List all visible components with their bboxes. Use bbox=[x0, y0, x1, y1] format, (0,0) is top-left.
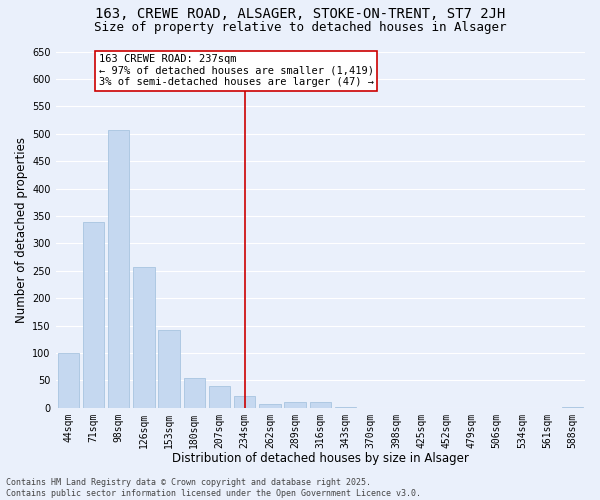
Bar bbox=[259, 404, 281, 407]
Bar bbox=[58, 353, 79, 408]
Bar bbox=[335, 406, 356, 408]
Text: Size of property relative to detached houses in Alsager: Size of property relative to detached ho… bbox=[94, 21, 506, 34]
Bar bbox=[562, 406, 583, 408]
Bar bbox=[108, 130, 130, 407]
Text: 163, CREWE ROAD, ALSAGER, STOKE-ON-TRENT, ST7 2JH: 163, CREWE ROAD, ALSAGER, STOKE-ON-TRENT… bbox=[95, 8, 505, 22]
Bar bbox=[209, 386, 230, 407]
Bar bbox=[234, 396, 256, 407]
Bar bbox=[284, 402, 306, 407]
Bar bbox=[310, 402, 331, 407]
X-axis label: Distribution of detached houses by size in Alsager: Distribution of detached houses by size … bbox=[172, 452, 469, 465]
Bar bbox=[83, 222, 104, 408]
Bar bbox=[158, 330, 180, 407]
Text: Contains HM Land Registry data © Crown copyright and database right 2025.
Contai: Contains HM Land Registry data © Crown c… bbox=[6, 478, 421, 498]
Bar bbox=[133, 267, 155, 408]
Text: 163 CREWE ROAD: 237sqm
← 97% of detached houses are smaller (1,419)
3% of semi-d: 163 CREWE ROAD: 237sqm ← 97% of detached… bbox=[98, 54, 374, 88]
Bar bbox=[184, 378, 205, 408]
Y-axis label: Number of detached properties: Number of detached properties bbox=[15, 136, 28, 322]
